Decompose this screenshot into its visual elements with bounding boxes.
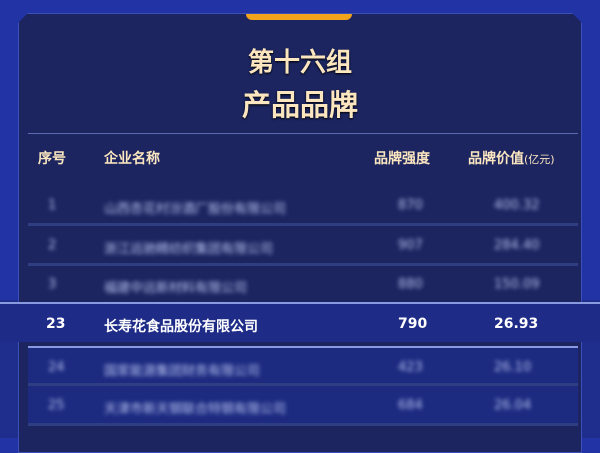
group-title: 第十六组 bbox=[247, 48, 352, 78]
value: 150.09 bbox=[494, 277, 540, 292]
table-row: 25 天津市新天钢联合特钢有限公司 684 26.04 bbox=[28, 386, 578, 426]
table-row: 3 福建中远新材料有限公司 880 150.09 bbox=[28, 265, 578, 305]
rank: 1 bbox=[48, 198, 57, 213]
header-company: 企业名称 bbox=[104, 151, 160, 167]
value: 26.10 bbox=[494, 360, 532, 375]
table-row: 2 浙江远驰精纺织集团有限公司 907 284.40 bbox=[28, 226, 578, 266]
rank: 25 bbox=[48, 398, 65, 413]
table-row: 24 国家能源集团财务有限公司 423 26.10 bbox=[28, 346, 578, 386]
company: 长寿花食品股份有限公司 bbox=[104, 319, 258, 335]
strength: 907 bbox=[398, 238, 423, 253]
strength: 684 bbox=[398, 398, 423, 413]
accent-bar bbox=[246, 14, 352, 20]
header-rank: 序号 bbox=[38, 151, 66, 167]
strength: 870 bbox=[398, 198, 423, 213]
highlighted-row: 23 长寿花食品股份有限公司 790 26.93 bbox=[0, 302, 600, 342]
rank: 2 bbox=[48, 238, 57, 253]
rank: 24 bbox=[48, 360, 65, 375]
header-strength: 品牌强度 bbox=[374, 151, 430, 167]
company: 浙江远驰精纺织集团有限公司 bbox=[104, 242, 274, 257]
category-title: 产品品牌 bbox=[241, 88, 358, 122]
value: 400.32 bbox=[494, 198, 540, 213]
company: 天津市新天钢联合特钢有限公司 bbox=[104, 402, 287, 417]
strength: 423 bbox=[398, 360, 423, 375]
header-value-unit: (亿元) bbox=[524, 153, 555, 166]
strength: 790 bbox=[398, 316, 428, 332]
header-value: 品牌价值(亿元) bbox=[468, 148, 555, 168]
company: 福建中远新材料有限公司 bbox=[104, 281, 248, 296]
value: 26.04 bbox=[494, 398, 532, 413]
company: 国家能源集团财务有限公司 bbox=[104, 364, 261, 379]
value: 284.40 bbox=[494, 238, 540, 253]
value: 26.93 bbox=[494, 316, 539, 332]
rank: 3 bbox=[48, 277, 57, 292]
header-value-label: 品牌价值 bbox=[468, 151, 524, 167]
table-row: 1 山西杏花村汾酒厂股份有限公司 870 400.32 bbox=[28, 186, 578, 226]
divider bbox=[28, 133, 578, 134]
rank: 23 bbox=[46, 316, 66, 332]
company: 山西杏花村汾酒厂股份有限公司 bbox=[104, 202, 287, 217]
strength: 880 bbox=[398, 277, 423, 292]
